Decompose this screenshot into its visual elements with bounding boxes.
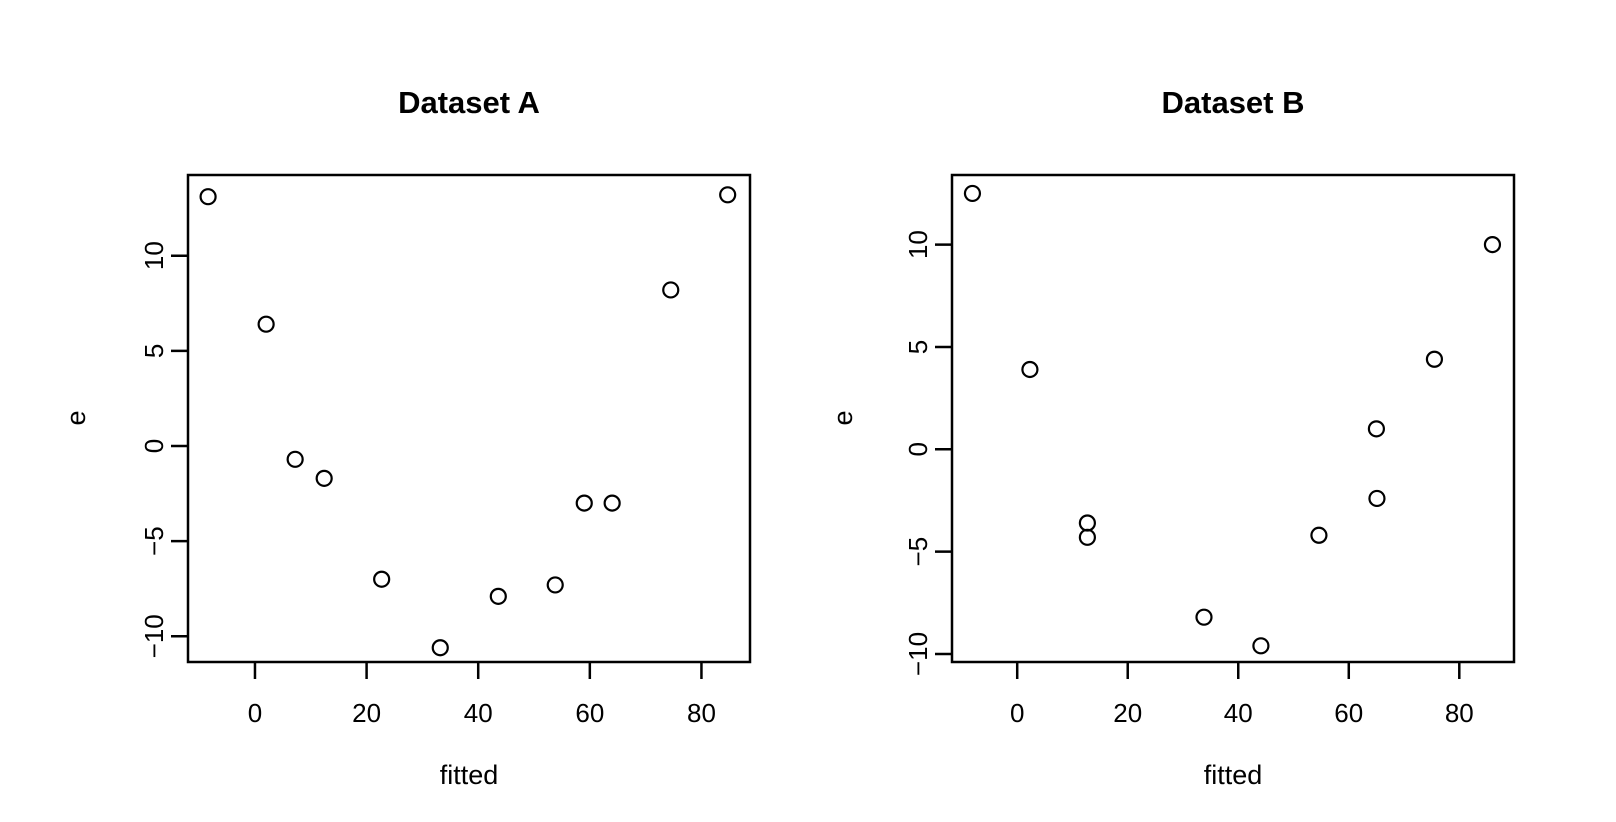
- data-point: [1195, 608, 1213, 626]
- data-point: [1021, 360, 1039, 379]
- data-point: [286, 450, 304, 468]
- plot-b-yaxis-label: e: [828, 410, 858, 425]
- y-tick-label: −10: [139, 614, 169, 658]
- plot-a-xaxis-label: fitted: [440, 760, 499, 790]
- data-point: [719, 186, 737, 204]
- data-point: [489, 587, 507, 605]
- data-point: [1483, 236, 1502, 254]
- data-point: [1425, 350, 1444, 368]
- x-tick-label: 80: [687, 698, 716, 728]
- x-tick-label: 40: [464, 698, 493, 728]
- data-point: [373, 570, 391, 588]
- plot-b-title: Dataset B: [1162, 85, 1305, 120]
- data-point: [575, 494, 593, 512]
- x-tick-label: 60: [1334, 698, 1363, 728]
- y-tick-label: −10: [903, 632, 933, 676]
- data-point: [1367, 420, 1386, 438]
- y-tick-label: 10: [903, 230, 933, 259]
- plot-panel-a: 0 20 40 60 80 −10 −5 0 5 10: [139, 173, 752, 728]
- plot-b-xaxis-label: fitted: [1204, 760, 1263, 790]
- y-tick-label: 0: [903, 442, 933, 456]
- x-tick-label: 20: [352, 698, 381, 728]
- y-tick-label: 0: [139, 439, 169, 453]
- data-point: [546, 576, 564, 594]
- plot-a-yaxis-label: e: [61, 410, 91, 425]
- plot-panel-b: 0 20 40 60 80 −10 −5 0 5 10: [903, 173, 1516, 728]
- data-point: [1078, 514, 1096, 532]
- data-point: [431, 639, 449, 657]
- data-point: [603, 494, 621, 512]
- x-tick-label: 20: [1113, 698, 1142, 728]
- data-point: [963, 184, 982, 203]
- x-tick-label: 0: [248, 698, 262, 728]
- y-tick-label: 5: [139, 344, 169, 358]
- data-point: [1252, 637, 1270, 655]
- plot-a-title: Dataset A: [398, 85, 540, 120]
- y-tick-label: 5: [903, 340, 933, 354]
- data-point: [1368, 489, 1386, 508]
- data-point: [662, 281, 680, 299]
- data-point: [199, 188, 217, 206]
- y-tick-label: −5: [139, 526, 169, 556]
- y-tick-label: 10: [139, 241, 169, 270]
- data-point: [257, 315, 275, 333]
- plot-box: [950, 173, 1516, 664]
- x-tick-label: 0: [1010, 698, 1024, 728]
- x-tick-label: 80: [1445, 698, 1474, 728]
- y-tick-label: −5: [903, 537, 933, 567]
- x-tick-label: 40: [1224, 698, 1253, 728]
- plot-box: [186, 173, 752, 664]
- data-point: [1310, 526, 1328, 544]
- data-point: [315, 469, 333, 487]
- plots-dynamic-layer: 0 20 40 60 80 −10 −5 0 5 10 0 20 40 60 80 −10 −5 0 5 10: [139, 173, 1516, 728]
- data-point: [1078, 528, 1096, 546]
- x-tick-label: 60: [575, 698, 604, 728]
